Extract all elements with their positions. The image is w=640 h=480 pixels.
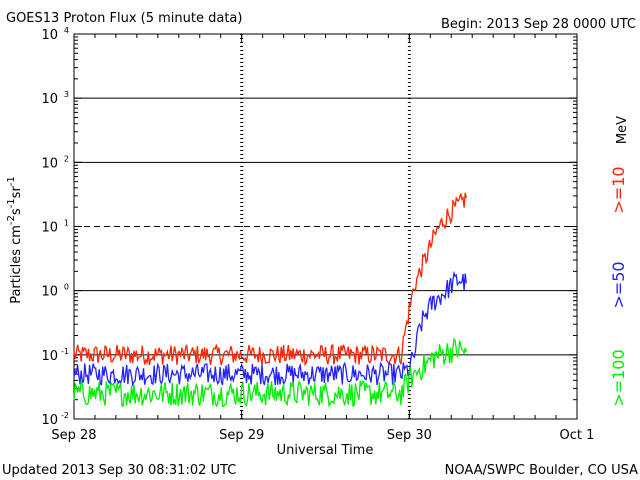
y-tick-exponent: -1 (61, 347, 69, 356)
legend-ge10: >=10 (609, 166, 628, 213)
source-credit: NOAA/SWPC Boulder, CO USA (445, 463, 638, 478)
begin-time: Begin: 2013 Sep 28 0000 UTC (441, 17, 636, 32)
ylabel-sup2: -1 (6, 198, 17, 208)
ylabel-base: Particles cm (9, 225, 24, 304)
y-tick-exponent: -2 (61, 411, 69, 420)
y-axis-label: Particles cm-2s-1sr-1 (6, 176, 24, 304)
series-line-0 (73, 192, 467, 367)
y-tick-label: 10 (41, 92, 58, 107)
x-tick-label: Oct 1 (560, 428, 595, 443)
data-series (73, 192, 467, 408)
threshold-lines (74, 97, 577, 356)
y-tick-label: 10 (41, 221, 58, 236)
ylabel-sup3: -1 (6, 176, 17, 186)
series-line-1 (73, 270, 467, 388)
y-tick-label: 10 (41, 349, 58, 364)
unit-label: MeV (615, 116, 630, 144)
y-tick-label: 10 (41, 28, 58, 43)
updated-time: Updated 2013 Sep 30 08:31:02 UTC (2, 463, 236, 478)
y-tick-label: 10 (41, 156, 58, 171)
ylabel-mid1: s (9, 208, 24, 215)
y-tick-exponent: 4 (64, 26, 69, 35)
x-tick-label: Sep 30 (387, 428, 432, 443)
y-tick-label: 10 (41, 285, 58, 300)
y-tick-exponent: 2 (64, 154, 69, 163)
x-axis-ticks: Sep 28 Sep 29 Sep 30 Oct 1 (51, 34, 594, 443)
y-tick-exponent: 3 (64, 90, 69, 99)
y-tick-exponent: 1 (64, 219, 69, 228)
ylabel-sup1: -2 (6, 215, 17, 225)
x-axis-label: Universal Time (277, 443, 374, 458)
series-line-2 (73, 337, 467, 408)
y-tick-label: 10 (41, 413, 58, 428)
chart-title: GOES13 Proton Flux (5 minute data) (6, 11, 242, 26)
ylabel-mid2: sr (9, 186, 24, 199)
legend-ge100: >=100 (609, 349, 628, 406)
legend-ge50: >=50 (609, 261, 628, 308)
x-tick-label: Sep 28 (51, 428, 96, 443)
y-tick-exponent: 0 (64, 283, 69, 292)
x-tick-label: Sep 29 (219, 428, 264, 443)
